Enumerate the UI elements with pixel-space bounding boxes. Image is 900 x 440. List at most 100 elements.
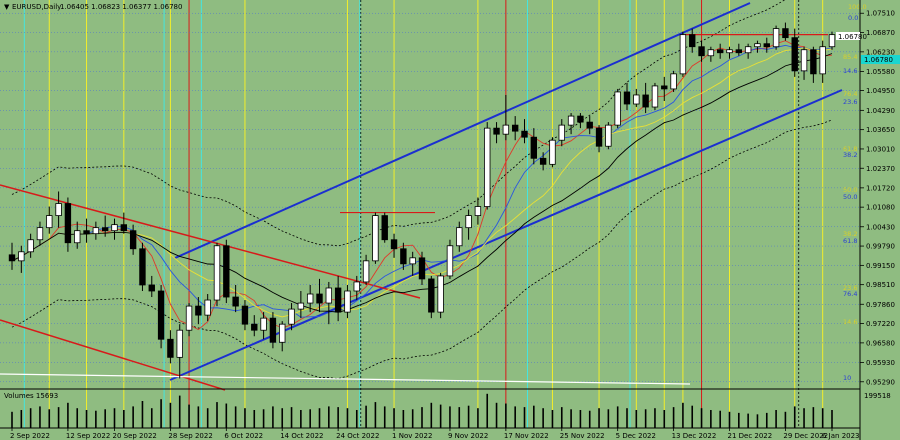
channel-blue-upper [174,2,751,259]
fibo-label: 14.6 [843,318,857,326]
fibo-label: 23.6 [843,98,857,106]
candle-bear [689,34,696,48]
candle-bull [819,46,826,75]
candle-bull [549,139,556,165]
candle-bull [800,49,808,72]
price-tick-label: 0.96580 [866,339,895,347]
price-tick-label: 1.03650 [866,126,895,134]
candle-bull [409,257,416,265]
candle-bull [502,124,510,135]
candle-bear [148,284,155,292]
candle-bull [484,127,491,207]
candle-bear [251,323,258,331]
candle-bear [101,227,109,232]
candle-bull [474,206,482,217]
candle-bull [27,239,34,253]
fibo-label: 76.4 [843,290,857,298]
candle-bear [511,124,519,132]
candle-bear [232,296,239,307]
price-tick-label: 1.01080 [866,204,895,212]
candle-bear [418,257,426,280]
candle-bear [334,287,342,313]
fibo-label: 38.2 [843,151,857,159]
candle-bull [111,224,118,232]
fibo-label: 76.4 [843,90,857,98]
price-tick-label: 1.04290 [866,107,895,115]
price-tick-label: 1.07510 [866,10,895,18]
candle-bull [325,287,333,304]
candle-bear [716,49,724,54]
candle-bull [55,203,62,217]
candle-bear [735,49,743,54]
fibo-levels: 100.00.085.414.676.423.661.838.250.050.0… [843,3,867,382]
current-price-marker [861,55,900,64]
candle-bull [260,317,267,331]
price-tick-label: 0.99150 [866,262,895,270]
current-price: 1.06780 [864,56,893,64]
candle-bear [157,290,165,340]
vertical-markers [23,0,824,428]
time-tick-label: 12 Sep 2022 [66,432,110,440]
price-tick-label: 1.02370 [866,165,895,173]
candle-bear [129,230,137,250]
fibo-label: 50.0 [843,186,857,194]
price-tick-label: 0.95930 [866,359,895,367]
time-tick-label: 9 Nov 2022 [448,432,488,440]
candle-bull [772,28,780,48]
candle-bull [456,227,463,247]
candle-bull [288,308,295,325]
candle-bear [810,49,817,75]
candle-bear [390,239,398,250]
candle-bull [446,245,454,277]
time-tick-label: 24 Oct 2022 [336,432,379,440]
last-price-label: 1.06780 [838,33,867,41]
ma-base [11,53,833,313]
time-tick-label: 6 Jan 2023 [822,432,860,440]
candle-bear [120,224,128,232]
channel-red-lower [0,319,226,391]
candle-bull [176,329,183,358]
candle-bear [400,248,407,265]
baseline-white [0,373,691,385]
price-tick-label: 0.97860 [866,301,895,309]
candlesticks [8,22,836,379]
candle-bear [586,121,593,129]
candle-bull [306,293,314,304]
time-tick-label: 2 Sep 2022 [10,432,50,440]
price-tick-label: 0.99790 [866,243,895,251]
price-tick-label: 1.06230 [866,48,895,56]
candle-bull [558,124,565,141]
candle-bear [381,215,388,241]
candle-bull [465,215,472,229]
time-tick-label: 6 Oct 2022 [224,432,263,440]
band-lower [11,119,833,380]
price-axis: 1.07510 1.06870 1.06230 1.05580 1.04950 1.042… [860,10,895,386]
time-tick-label: 17 Nov 2022 [504,432,549,440]
chart-menu-icon[interactable]: ▼ [4,3,10,11]
time-tick-label: 13 Dec 2022 [672,432,717,440]
candle-bull [707,49,715,57]
candle-bear [64,203,72,244]
candle-bull [726,49,733,54]
trend-channels [0,2,843,391]
candle-bull [185,305,193,331]
volume-bars [11,393,833,428]
candle-bull [204,299,211,316]
time-axis: 2 Sep 2022 12 Sep 2022 20 Sep 2022 28 Sep 2… [10,428,860,440]
band-upper [11,0,786,247]
candle-bear [539,157,547,165]
time-tick-label: 1 Nov 2022 [392,432,432,440]
price-tick-label: 1.00430 [866,223,895,231]
candle-bear [530,136,538,159]
candle-bear [223,245,230,298]
candle-bear [428,278,435,313]
candle-bear [521,130,528,138]
candle-bear [316,293,323,304]
candle-bull [213,245,221,301]
candle-bull [633,94,640,105]
price-tick-label: 1.04950 [866,87,895,95]
fibo-label: 14.6 [843,67,857,75]
candle-bull [46,215,53,229]
envelope-bands [11,0,833,380]
